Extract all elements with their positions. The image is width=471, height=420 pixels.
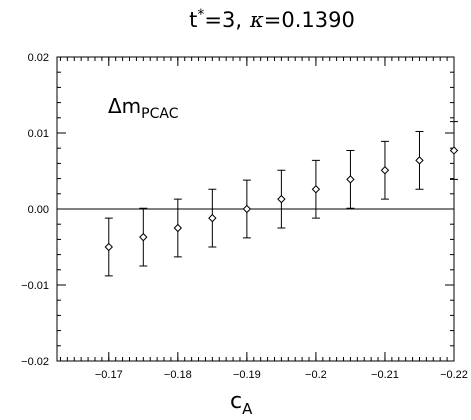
y-tick-label: −0.01 [21,280,49,292]
data-point-diamond [449,146,459,155]
x-tick-label: −0.19 [233,369,261,381]
x-tick-label: −0.21 [371,369,399,381]
title-t: t [189,8,197,32]
plot-annotation: ΔmPCAC [108,94,179,122]
data-point-diamond [415,156,424,165]
annotation-pcac-subscript: PCAC [141,106,179,122]
data-point-diamond [277,194,286,204]
y-tick-label: 0.00 [28,204,49,216]
title-kappa-value: =0.1390 [264,8,355,32]
x-tick-label: −0.2 [305,369,327,381]
data-point-diamond [380,166,390,175]
error-bars [104,121,458,277]
x-tick-label: −0.18 [164,369,192,381]
title-kappa-symbol: κ [249,8,264,32]
data-point-diamond [346,175,355,184]
y-tick-label: 0.02 [28,52,49,64]
y-tick-label: −0.02 [21,356,49,368]
data-point-diamond [173,223,183,233]
data-point-diamond [242,204,252,214]
x-axis-label-subscript: A [242,400,253,418]
data-point-diamond [104,242,113,252]
x-tick-labels: −0.17 −0.18 −0.19 −0.2 −0.21 −0.22 [95,369,468,381]
data-point-diamond [208,213,217,223]
chart-title: t*=3, κ=0.1390 [189,7,355,32]
title-t-superscript: * [197,7,204,23]
x-tick-label: −0.22 [440,369,468,381]
title-t-value: =3, [204,8,242,32]
x-axis-label-c: c [230,389,242,414]
data-point-diamond [311,185,321,194]
data-points [104,146,459,252]
y-tick-labels: 0.02 0.01 0.00 −0.01 −0.02 [21,52,49,368]
x-tick-label: −0.17 [95,369,123,381]
annotation-delta-m: Δm [108,94,141,118]
y-tick-label: 0.01 [28,128,49,140]
data-point-diamond [139,232,148,242]
x-axis-label: cA [230,389,253,418]
